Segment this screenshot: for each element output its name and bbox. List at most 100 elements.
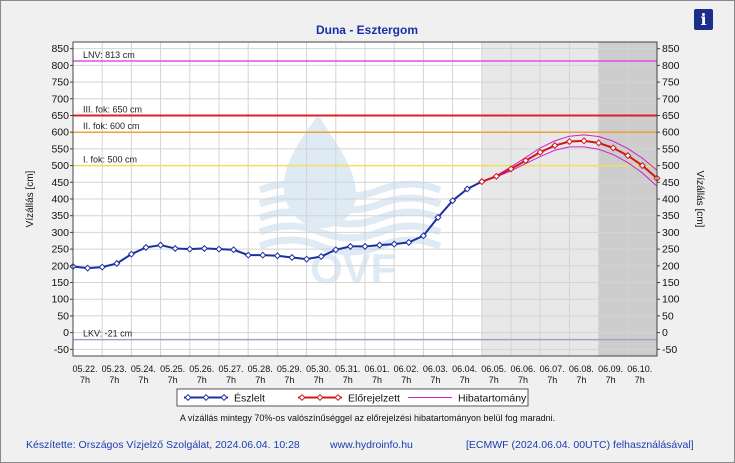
y-tick-label-right: 100 — [662, 294, 680, 306]
y-tick-label-left: 500 — [51, 160, 69, 172]
x-tick-sublabel: 7h — [255, 375, 265, 385]
y-tick-label-right: 0 — [662, 327, 668, 339]
y-tick-label-right: 400 — [662, 194, 680, 206]
observed-point — [303, 255, 311, 263]
y-tick-label-left: 550 — [51, 143, 69, 155]
x-tick-label: 06.08. — [569, 364, 594, 374]
y-tick-label-left: 300 — [51, 227, 69, 239]
x-tick-label: 05.25. — [160, 364, 185, 374]
forecast-point — [638, 162, 646, 170]
x-tick-sublabel: 7h — [635, 375, 645, 385]
threshold-label: III. fok: 650 cm — [83, 104, 142, 114]
observed-point — [157, 241, 165, 249]
y-tick-label-right: 300 — [662, 227, 680, 239]
y-tick-label-right: 700 — [662, 93, 680, 105]
watermark-text: ÓVF — [310, 244, 396, 292]
y-tick-label-right: 150 — [662, 277, 680, 289]
x-tick-label: 05.31. — [335, 364, 360, 374]
y-tick-label-right: 350 — [662, 210, 680, 222]
x-tick-label: 05.26. — [189, 364, 214, 374]
x-tick-sublabel: 7h — [343, 375, 353, 385]
x-tick-label: 05.27. — [218, 364, 243, 374]
x-tick-sublabel: 7h — [109, 375, 119, 385]
observed-point — [449, 197, 457, 205]
x-tick-sublabel: 7h — [226, 375, 236, 385]
observed-point — [317, 252, 325, 260]
forecast-point — [507, 165, 515, 173]
y-tick-label-left: 0 — [63, 327, 69, 339]
y-tick-label-right: 600 — [662, 127, 680, 139]
observed-point — [405, 238, 413, 246]
y-tick-label-left: 50 — [57, 310, 69, 322]
forecast-point — [551, 142, 559, 150]
y-tick-label-left: 850 — [51, 43, 69, 55]
x-tick-sublabel: 7h — [80, 375, 90, 385]
x-tick-label: 05.24. — [131, 364, 156, 374]
watermark-wave — [258, 194, 442, 214]
observed-point — [259, 251, 267, 259]
y-tick-label-left: 750 — [51, 77, 69, 89]
y-tick-label-right: 850 — [662, 43, 680, 55]
observed-point — [434, 213, 442, 221]
threshold-label: LNV: 813 cm — [83, 50, 135, 60]
observed-point — [288, 253, 296, 261]
x-tick-label: 06.07. — [540, 364, 565, 374]
x-tick-sublabel: 7h — [372, 375, 382, 385]
ovf-watermark-logo: ÓVF — [258, 115, 442, 292]
threshold-label: I. fok: 500 cm — [83, 155, 137, 165]
y-tick-label-left: 800 — [51, 60, 69, 72]
x-tick-label: 05.22. — [72, 364, 97, 374]
observed-point — [142, 243, 150, 251]
x-tick-label: 05.29. — [277, 364, 302, 374]
x-tick-sublabel: 7h — [284, 375, 294, 385]
x-tick-sublabel: 7h — [460, 375, 470, 385]
y-tick-label-left: 650 — [51, 110, 69, 122]
y-axis-title-left: Vízállás [cm] — [25, 170, 36, 227]
y-tick-label-left: 600 — [51, 127, 69, 139]
chart-title: Duna - Esztergom — [316, 23, 418, 37]
forecast-point — [492, 172, 500, 180]
x-tick-sublabel: 7h — [401, 375, 411, 385]
y-tick-label-left: 200 — [51, 260, 69, 272]
y-tick-label-left: 450 — [51, 177, 69, 189]
info-icon[interactable]: i — [694, 9, 713, 30]
x-tick-label: 05.28. — [248, 364, 273, 374]
x-tick-sublabel: 7h — [138, 375, 148, 385]
x-tick-sublabel: 7h — [518, 375, 528, 385]
y-tick-label-right: 50 — [662, 310, 674, 322]
forecast-point — [609, 144, 617, 152]
footer-website-link[interactable]: www.hydroinfo.hu — [330, 439, 413, 451]
y-tick-label-left: 700 — [51, 93, 69, 105]
x-tick-label: 06.05. — [481, 364, 506, 374]
observed-point — [127, 250, 135, 258]
legend-marker — [334, 393, 342, 402]
y-tick-label-right: 200 — [662, 260, 680, 272]
forecast-note: A vízállás mintegy 70%-os valószínűségge… — [179, 413, 556, 423]
x-tick-sublabel: 7h — [547, 375, 557, 385]
observed-point — [273, 252, 281, 260]
observed-point — [84, 264, 92, 272]
x-tick-sublabel: 7h — [197, 375, 207, 385]
y-tick-label-left: 400 — [51, 194, 69, 206]
observed-point — [171, 244, 179, 252]
legend-marker — [220, 393, 228, 402]
y-tick-label-right: -50 — [662, 344, 677, 356]
x-tick-label: 05.23. — [102, 364, 127, 374]
x-tick-sublabel: 7h — [576, 375, 586, 385]
observed-point — [419, 232, 427, 240]
x-tick-sublabel: 7h — [314, 375, 324, 385]
forecast-point — [478, 178, 486, 186]
x-tick-label: 05.30. — [306, 364, 331, 374]
x-tick-label: 06.04. — [452, 364, 477, 374]
y-tick-label-left: 150 — [51, 277, 69, 289]
legend-label: Hibatartomány — [458, 393, 527, 405]
observed-point — [186, 245, 194, 253]
y-tick-label-left: 100 — [51, 294, 69, 306]
observed-point — [332, 246, 340, 254]
observed-point — [346, 242, 354, 250]
x-tick-sublabel: 7h — [430, 375, 440, 385]
y-tick-label-left: 250 — [51, 244, 69, 256]
observed-point — [215, 245, 223, 253]
observed-point — [361, 242, 369, 250]
